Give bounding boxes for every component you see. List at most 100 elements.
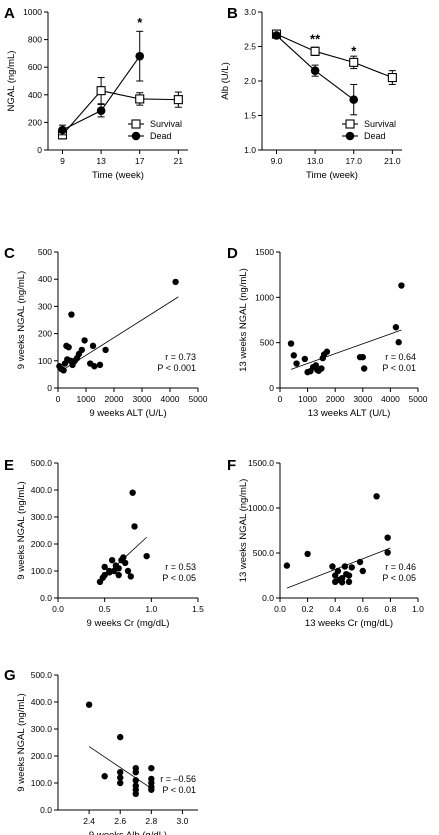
y-tick-label: 400: [28, 90, 42, 100]
legend-label: Survival: [150, 119, 182, 129]
scatter-point: [60, 367, 67, 374]
scatter-point: [143, 552, 150, 560]
x-tick-label: 0.8: [384, 604, 396, 614]
scatter-point: [120, 554, 127, 561]
scatter-point: [117, 774, 124, 781]
correlation-r-text: r = 0.46: [385, 562, 416, 572]
x-tick-label: 1000: [77, 394, 96, 404]
scatter-point: [131, 523, 138, 530]
scatter-point: [318, 365, 325, 372]
x-tick-label: 1.5: [192, 604, 204, 614]
y-tick-label: 200: [38, 329, 52, 339]
x-tick-label: 0: [278, 394, 283, 404]
panel-letter-a: A: [4, 5, 15, 22]
scatter-point: [345, 578, 353, 585]
y-tick-label: 500: [38, 247, 52, 257]
y-tick-label: 500: [260, 338, 274, 348]
scatter-point: [101, 773, 108, 780]
regression-line: [290, 329, 402, 370]
scatter-point: [290, 352, 297, 359]
scatter-point: [117, 733, 124, 741]
p-value-text: P < 0.05: [162, 573, 196, 583]
y-tick-label: 300.0: [31, 512, 53, 522]
scatter-point: [348, 564, 355, 571]
panel-e-ngal-cr-9wk-scatter: 0.0 0.5 1.0 1.5 0.0 100.0 200.0 300.0 400.0 500.0…: [4, 457, 204, 629]
x-tick-label: 13.0: [307, 156, 324, 166]
y-tick-label: 400: [38, 274, 52, 284]
x-tick-label: 13: [96, 156, 106, 166]
regression-line: [61, 296, 179, 371]
significance-marker: **: [310, 32, 321, 47]
y-axis-title: 13 weeks NGAL (ng/mL): [238, 268, 249, 372]
legend: Survival Dead: [342, 119, 396, 141]
p-value-text: P < 0.01: [162, 785, 196, 795]
panel-letter-g: G: [4, 667, 16, 684]
y-tick-label: 100.0: [31, 778, 53, 788]
data-point: [173, 95, 183, 105]
data-point: [387, 73, 397, 83]
panel-a-ngal-time-chart: 9 13 17 21 0 200 400 600 800 1000 Time (week) NGAL …: [4, 5, 188, 181]
y-tick-label: 300: [38, 301, 52, 311]
x-tick-label: 1.0: [145, 604, 157, 614]
scatter-point: [106, 567, 113, 575]
x-tick-label: 0.5: [99, 604, 111, 614]
y-tick-label: 1.5: [244, 111, 256, 121]
panel-f-ngal-cr-13wk-scatter: 0.0 0.2 0.4 0.6 0.8 1.0 0.0 500.0 1000.0 1500.0 13…: [227, 457, 424, 629]
scatter-point: [78, 346, 86, 354]
scatter-point: [101, 563, 108, 571]
scatter-point: [373, 493, 380, 500]
x-tick-label: 0.0: [52, 604, 64, 614]
series-line: [62, 90, 179, 136]
legend-label: Dead: [364, 131, 386, 141]
scatter-point: [384, 549, 391, 556]
x-tick-label: 17: [135, 156, 145, 166]
y-tick-label: 600: [28, 62, 42, 72]
x-axis-title: 9 weeks ALT (U/L): [89, 408, 166, 419]
x-tick-label: 21.0: [384, 156, 401, 166]
p-value-text: P < 0.001: [157, 363, 196, 373]
y-tick-label: 0.0: [40, 593, 52, 603]
scatter-point: [359, 353, 366, 361]
scatter-point: [132, 769, 139, 776]
y-tick-label: 0.0: [262, 593, 274, 603]
legend-marker: [345, 131, 355, 141]
scatter-point: [81, 337, 88, 344]
y-tick-label: 1000.0: [248, 503, 274, 513]
data-point: [96, 106, 106, 115]
x-tick-label: 9: [60, 156, 65, 166]
y-tick-label: 500.0: [253, 548, 275, 558]
data-point: [96, 86, 106, 96]
x-tick-label: 3000: [133, 394, 152, 404]
panel-g-ngal-alb-9wk-scatter: 2.4 2.6 2.8 3.0 0.0 100.0 200.0 300.0 400.0 500.0…: [4, 667, 198, 835]
panel-letter-c: C: [4, 245, 15, 262]
legend-label: Dead: [150, 131, 172, 141]
scatter-point: [122, 559, 129, 567]
scatter-point: [338, 579, 346, 586]
y-tick-label: 200.0: [31, 539, 53, 549]
correlation-r-text: r = 0.73: [165, 352, 196, 362]
y-axis-title: 9 weeks NGAL (ng/mL): [16, 693, 27, 791]
scatter-point: [127, 573, 134, 580]
x-tick-label: 3000: [353, 394, 372, 404]
x-tick-label: 0.2: [302, 604, 314, 614]
series-line: [276, 33, 393, 79]
y-tick-label: 300.0: [31, 724, 53, 734]
scatter-point: [102, 346, 109, 354]
data-point: [272, 31, 281, 40]
y-tick-label: 1000: [255, 292, 274, 302]
scatter-point: [287, 340, 295, 347]
scatter-point: [398, 282, 405, 289]
y-tick-label: 0: [37, 145, 42, 155]
x-axis-title: 9 weeks Cr (mg/dL): [87, 618, 170, 629]
scatter-point: [345, 572, 353, 579]
scatter-point: [124, 567, 132, 575]
x-axis-title: 9 weeks Alb (g/dL): [89, 830, 167, 835]
p-value-text: P < 0.01: [382, 363, 416, 373]
legend-marker: [131, 119, 141, 129]
scatter-point: [356, 558, 364, 566]
x-axis-title: 13 weeks Cr (mg/dL): [305, 618, 393, 629]
x-tick-label: 9.0: [271, 156, 283, 166]
y-tick-label: 500.0: [31, 458, 53, 468]
x-tick-label: 3.0: [177, 816, 189, 826]
y-tick-label: 1500.0: [248, 458, 274, 468]
